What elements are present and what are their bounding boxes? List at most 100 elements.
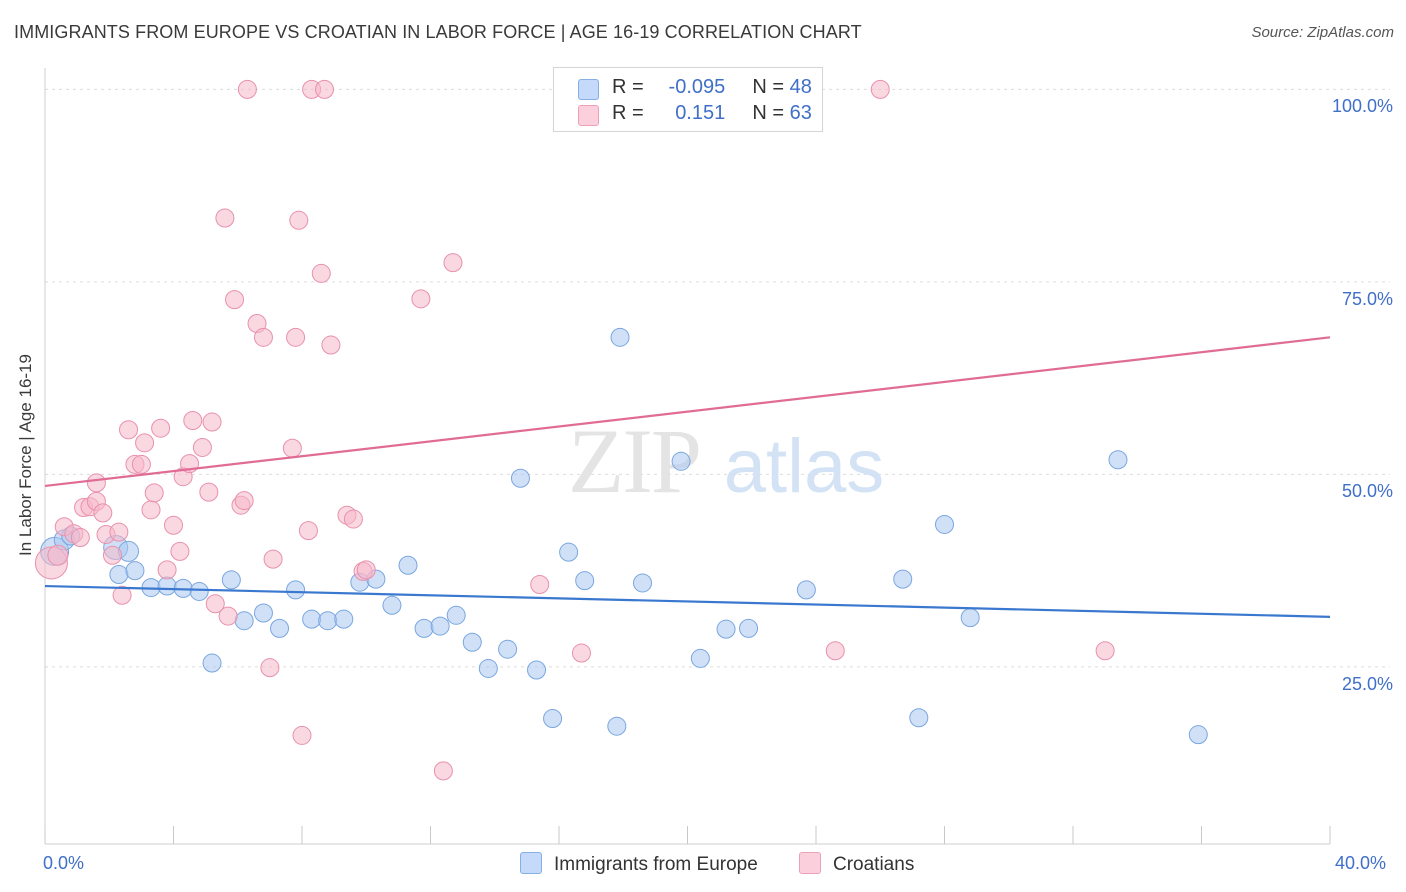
point-europe xyxy=(543,708,563,728)
legend-n-value: 63 xyxy=(789,102,812,124)
legend-swatch-croatians xyxy=(578,105,599,126)
point-europe xyxy=(527,660,547,680)
grid-lines xyxy=(45,88,1390,668)
point-europe xyxy=(202,653,222,673)
point-europe xyxy=(109,565,129,584)
point-croatians xyxy=(86,473,106,493)
trend-line-europe xyxy=(44,584,1331,618)
point-europe xyxy=(1108,450,1128,470)
point-croatians xyxy=(356,560,376,580)
point-croatians xyxy=(253,327,273,347)
legend-n-label: N = xyxy=(752,102,785,124)
chart-title: IMMIGRANTS FROM EUROPE VS CROATIAN IN LA… xyxy=(14,22,862,42)
point-europe xyxy=(302,609,322,629)
point-europe xyxy=(478,658,498,678)
y-tick-label: 75.0% xyxy=(1341,288,1393,309)
point-europe xyxy=(960,608,980,628)
point-croatians xyxy=(225,290,245,310)
point-croatians xyxy=(321,335,341,355)
point-croatians xyxy=(411,289,431,309)
legend-swatch-croatians xyxy=(799,852,821,874)
point-croatians xyxy=(298,521,318,541)
point-europe xyxy=(234,611,254,631)
point-croatians xyxy=(443,253,463,273)
point-europe xyxy=(189,581,209,601)
point-croatians xyxy=(237,79,257,99)
point-europe xyxy=(575,571,595,591)
point-europe xyxy=(1188,725,1208,745)
y-tick-label: 25.0% xyxy=(1341,673,1393,694)
point-croatians xyxy=(289,210,309,230)
point-croatians xyxy=(93,503,113,523)
point-europe xyxy=(607,716,627,736)
point-croatians xyxy=(144,483,164,503)
point-croatians xyxy=(343,509,363,529)
point-croatians xyxy=(164,515,183,535)
point-croatians xyxy=(870,79,890,99)
point-europe xyxy=(286,580,306,600)
point-croatians xyxy=(825,641,845,661)
point-croatians xyxy=(218,606,238,626)
y-axis-label: In Labor Force | Age 16-19 xyxy=(16,354,35,556)
source-attribution: Source: ZipAtlas.com xyxy=(1251,24,1394,41)
point-europe xyxy=(510,468,530,488)
point-europe xyxy=(318,611,338,631)
legend-entry-croatians: Croatians xyxy=(799,852,914,876)
point-europe xyxy=(118,540,140,562)
point-croatians xyxy=(70,528,90,548)
point-europe xyxy=(382,595,402,615)
point-croatians xyxy=(157,560,177,580)
legend-swatch-europe xyxy=(578,79,599,100)
point-europe xyxy=(610,327,630,347)
point-europe xyxy=(430,616,450,636)
point-croatians xyxy=(292,725,312,745)
point-croatians xyxy=(141,500,161,520)
point-croatians xyxy=(135,433,155,453)
point-croatians xyxy=(183,411,203,430)
legend-n-value: 48 xyxy=(789,76,812,98)
point-croatians xyxy=(311,263,331,283)
point-europe xyxy=(498,639,518,659)
point-croatians xyxy=(263,549,283,569)
point-croatians xyxy=(192,437,212,457)
data-points xyxy=(34,79,1208,781)
point-europe xyxy=(633,573,653,593)
point-croatians xyxy=(109,522,129,542)
point-europe xyxy=(157,576,177,596)
x-tick-label: 40.0% xyxy=(1335,853,1387,873)
legend-swatch-europe xyxy=(520,852,542,874)
legend-r-label: R = xyxy=(612,76,644,98)
point-croatians xyxy=(215,208,235,228)
trend-line-croatians xyxy=(44,336,1331,488)
point-croatians xyxy=(170,541,190,561)
point-europe xyxy=(671,451,691,471)
point-europe xyxy=(935,514,954,534)
point-europe xyxy=(253,603,273,623)
point-croatians xyxy=(1095,641,1115,661)
x-tick-label: 0.0% xyxy=(43,853,85,873)
point-europe xyxy=(716,619,736,639)
point-croatians xyxy=(151,418,171,438)
point-europe xyxy=(893,569,913,589)
point-europe xyxy=(446,605,466,625)
legend-label-europe: Immigrants from Europe xyxy=(554,854,758,875)
legend-r-label: R = xyxy=(612,102,644,124)
point-croatians xyxy=(47,544,69,566)
point-europe xyxy=(334,609,354,629)
point-croatians xyxy=(131,454,151,474)
point-croatians xyxy=(205,594,225,614)
legend-entry-europe: Immigrants from Europe xyxy=(520,852,758,876)
point-croatians xyxy=(260,658,280,678)
point-europe xyxy=(690,648,710,668)
legend-r-value: -0.095 xyxy=(668,76,726,98)
point-croatians xyxy=(571,643,591,663)
point-europe xyxy=(796,580,816,600)
point-croatians xyxy=(282,438,302,458)
point-croatians xyxy=(119,420,139,440)
point-europe xyxy=(221,570,241,590)
point-europe xyxy=(414,618,434,638)
y-tick-label: 50.0% xyxy=(1341,481,1393,502)
legend-label-croatians: Croatians xyxy=(833,854,915,875)
point-croatians xyxy=(102,545,122,565)
